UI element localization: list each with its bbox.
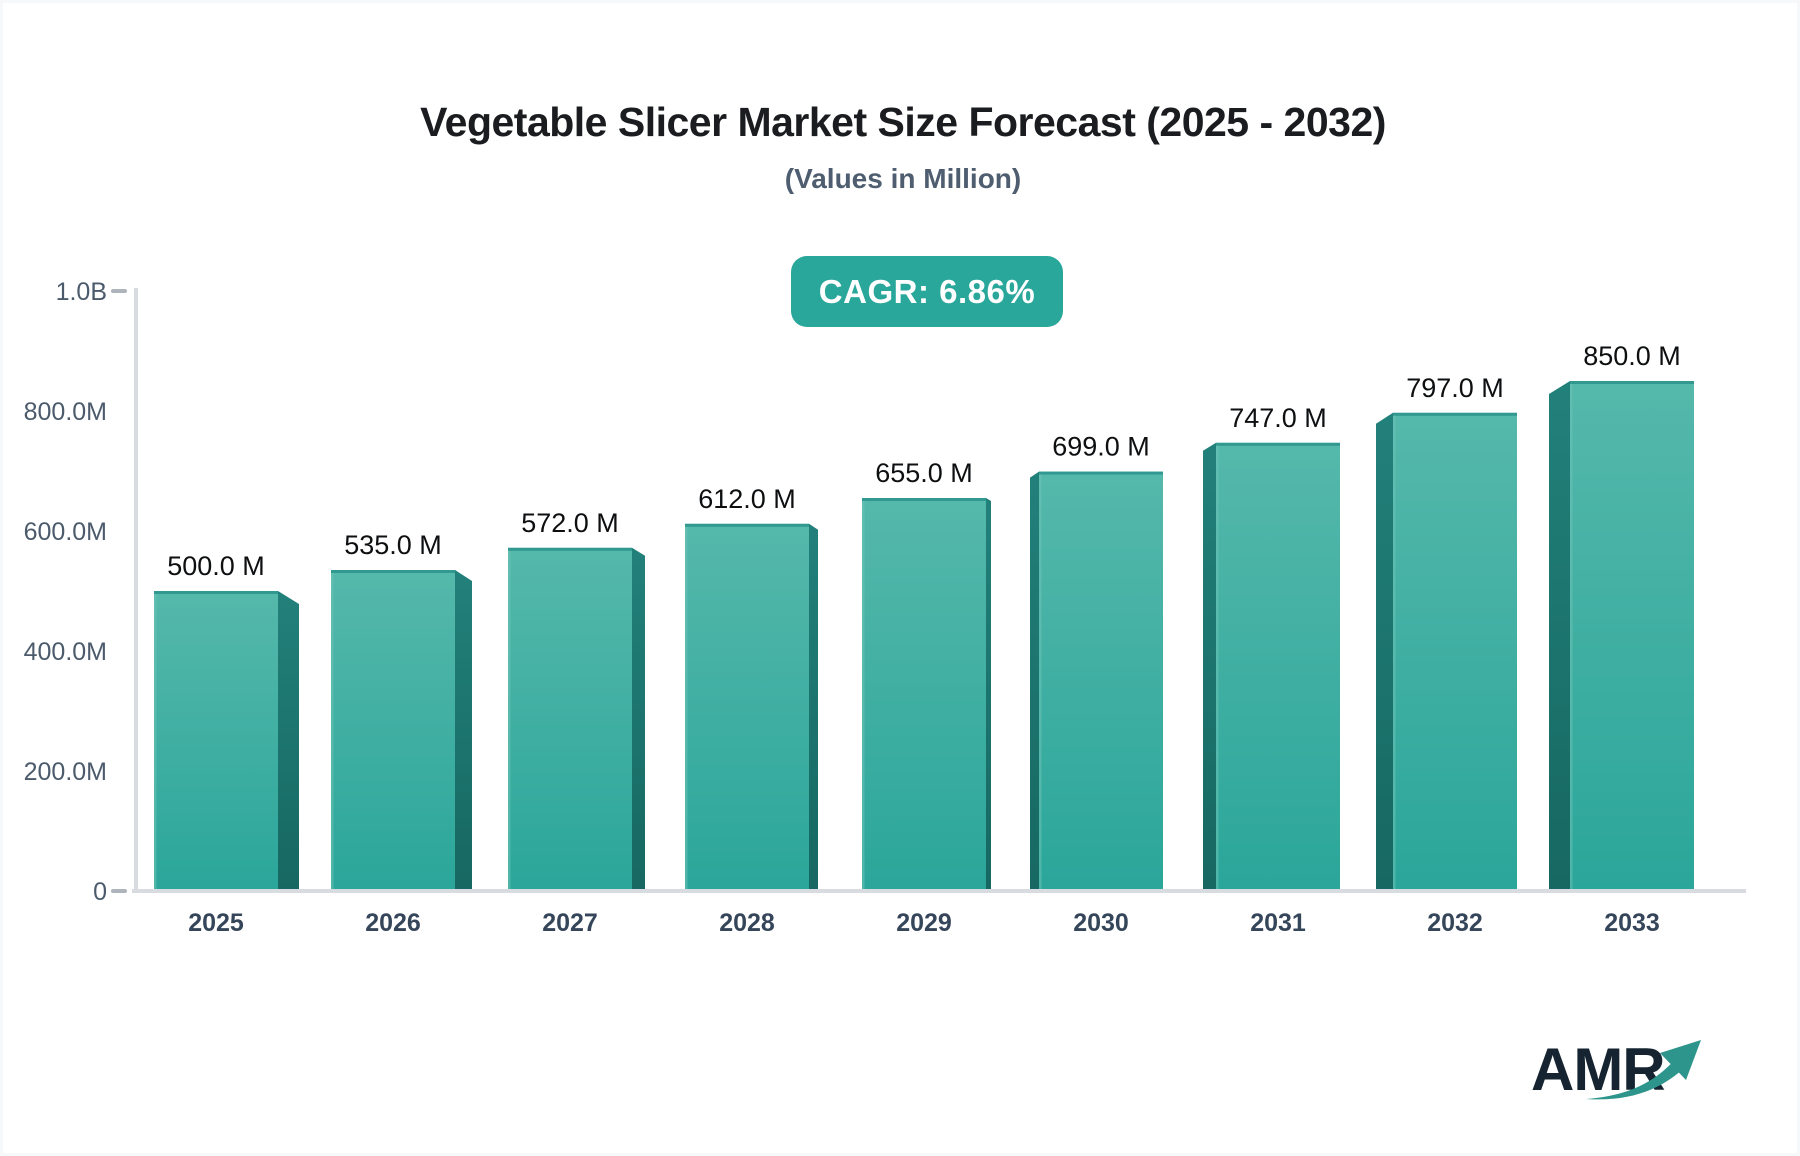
bar-value-label: 535.0 M: [344, 530, 442, 560]
x-axis-label-2030: 2030: [1073, 909, 1129, 937]
x-axis-label-2029: 2029: [896, 909, 952, 937]
bar-2027[interactable]: [508, 547, 632, 890]
cagr-badge-label: CAGR: 6.86%: [818, 272, 1036, 310]
y-axis-label-1.0B: 1.0B: [56, 278, 107, 306]
bar-value-label: 699.0 M: [1052, 432, 1150, 462]
bar-side-face: [809, 523, 818, 890]
bar-top-edge: [1570, 381, 1694, 384]
bar-group-2033: 850.0 M 2033: [1549, 341, 1694, 937]
bar-value-label: 850.0 M: [1583, 341, 1681, 371]
x-axis-label-2032: 2032: [1427, 909, 1483, 937]
y-axis-label-200.0M: 200.0M: [24, 758, 107, 786]
bar-2028[interactable]: [685, 523, 809, 890]
bar-top-edge: [862, 498, 986, 501]
bar-group-2027: 572.0 M 2027: [508, 508, 645, 937]
bar-top-edge: [1039, 471, 1163, 475]
x-axis-line: [132, 889, 1746, 893]
bar-2031[interactable]: [1216, 442, 1340, 890]
bar-side-face: [1030, 471, 1039, 890]
bar-left-highlight: [1216, 445, 1219, 890]
bar-group-2028: 612.0 M 2028: [685, 484, 818, 937]
bar-group-2025: 500.0 M 2025: [154, 551, 299, 937]
x-axis-label-2033: 2033: [1604, 909, 1660, 937]
bar-left-highlight: [685, 526, 688, 890]
bar-group-2029: 655.0 M 2029: [862, 458, 991, 937]
bar-left-highlight: [508, 550, 511, 890]
bar-side-face: [278, 591, 299, 890]
bars-layer: 500.0 M 2025 535.0 M 2026 572.0 M 2027 612.0 M…: [154, 341, 1694, 937]
y-axis-label-0: 0: [93, 878, 107, 906]
bar-top-edge: [685, 523, 809, 527]
bar-top-edge: [1216, 442, 1340, 446]
bar-side-face: [1376, 412, 1393, 890]
bar-value-label: 612.0 M: [698, 484, 796, 514]
cagr-badge: CAGR: 6.86%: [791, 256, 1063, 327]
bar-top-edge: [154, 591, 278, 594]
y-axis-line: [134, 288, 138, 893]
y-axis-label-600.0M: 600.0M: [24, 518, 107, 546]
bar-group-2032: 797.0 M 2032: [1376, 373, 1517, 937]
bar-top-edge: [1393, 412, 1517, 416]
x-axis-label-2027: 2027: [542, 909, 598, 937]
bar-value-label: 500.0 M: [167, 551, 265, 581]
bar-side-face: [1549, 381, 1570, 890]
x-axis-label-2025: 2025: [188, 909, 244, 937]
bar-side-face: [1203, 442, 1216, 890]
bar-top-edge: [508, 547, 632, 551]
y-axis-tick: [111, 289, 127, 293]
bar-side-face: [632, 547, 645, 890]
bar-value-label: 747.0 M: [1229, 403, 1327, 433]
bar-2029[interactable]: [862, 498, 986, 890]
bar-2033[interactable]: [1570, 381, 1694, 890]
bar-top-edge: [331, 570, 455, 573]
bar-left-highlight: [331, 573, 334, 890]
bar-value-label: 655.0 M: [875, 458, 973, 488]
bar-side-face: [455, 570, 472, 890]
chart-subtitle: (Values in Million): [784, 163, 1022, 194]
x-axis-label-2026: 2026: [365, 909, 421, 937]
bar-left-highlight: [1570, 384, 1573, 890]
market-size-bar-chart: 500.0 M 2025 535.0 M 2026 572.0 M 2027 612.0 M…: [24, 278, 1746, 937]
y-axis-label-400.0M: 400.0M: [24, 638, 107, 666]
bar-left-highlight: [1393, 415, 1396, 890]
bar-value-label: 797.0 M: [1406, 373, 1504, 403]
x-axis-label-2028: 2028: [719, 909, 775, 937]
bar-side-face: [986, 498, 991, 890]
bar-2026[interactable]: [331, 570, 455, 890]
amr-logo-arrow-icon: [1586, 1040, 1701, 1100]
bar-2030[interactable]: [1039, 471, 1163, 890]
chart-title: Vegetable Slicer Market Size Forecast (2…: [420, 99, 1386, 145]
bar-group-2026: 535.0 M 2026: [331, 530, 472, 937]
amr-logo: AMR: [1531, 1029, 1721, 1115]
bar-group-2031: 747.0 M 2031: [1203, 403, 1340, 937]
y-axis-tick: [111, 889, 127, 893]
x-axis-label-2031: 2031: [1250, 909, 1306, 937]
bar-2025[interactable]: [154, 591, 278, 890]
bar-value-label: 572.0 M: [521, 508, 619, 538]
bar-left-highlight: [862, 501, 865, 890]
bar-left-highlight: [1039, 474, 1042, 890]
y-axis-label-800.0M: 800.0M: [24, 398, 107, 426]
bar-left-highlight: [154, 594, 157, 890]
bar-2032[interactable]: [1393, 412, 1517, 890]
axes-layer: 0 200.0M 400.0M 600.0M 800.0M 1.0B: [24, 278, 1746, 906]
bar-group-2030: 699.0 M 2030: [1030, 432, 1163, 937]
